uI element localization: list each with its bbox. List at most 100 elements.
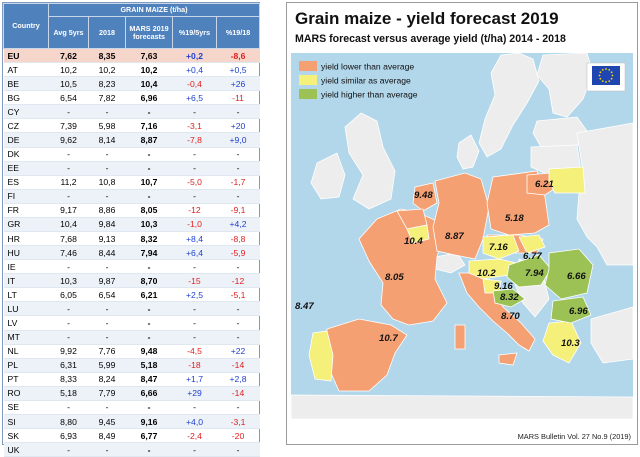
eu-star-icon <box>608 68 611 71</box>
mars-2019-cell: - <box>125 400 173 416</box>
country-cell: NL <box>3 344 49 359</box>
yield-value-label: 5.18 <box>505 213 524 224</box>
table-row: LT 6,05 6,54 6,21 +2,5 -5,1 <box>3 287 260 303</box>
table-row: LV - - - - - <box>3 315 260 331</box>
pct-19-18-cell: +0,5 <box>216 62 260 78</box>
yield-table-panel: Country GRAIN MAIZE (t/ha) Avg 5yrs 2018… <box>2 2 261 457</box>
avg-5yrs-cell: 9,62 <box>48 132 89 148</box>
similar-yield-regions <box>308 166 586 382</box>
pct-19-5yrs-cell: +2,5 <box>172 287 217 303</box>
mars-2019-cell: - <box>125 315 173 331</box>
pct-19-18-cell: -5,1 <box>216 287 260 303</box>
pct-19-18-cell: -1,7 <box>216 175 260 190</box>
country-cell: HU <box>3 245 49 261</box>
mars-2019-cell: 6,21 <box>125 287 173 303</box>
avg-5yrs-cell: - <box>48 259 89 275</box>
table-row: EU 7,62 8,35 7,63 +0,2 -8,6 <box>3 48 260 64</box>
country-cell: SI <box>3 414 49 430</box>
avg-5yrs-cell: 9,92 <box>48 344 89 359</box>
pct-19-18-cell: - <box>216 161 260 176</box>
country-cell: FI <box>3 189 49 204</box>
eu-star-icon <box>610 77 613 80</box>
legend-swatch <box>299 61 317 71</box>
region-bulgaria <box>550 296 592 324</box>
yield-2018-cell: 7,82 <box>88 90 126 106</box>
yield-2018-cell: 9,84 <box>88 217 126 233</box>
region-hungary <box>506 254 552 288</box>
yield-2018-cell: 8,44 <box>88 245 126 261</box>
table-row: DK - - - - - <box>3 147 260 162</box>
map-footer: MARS Bulletin Vol. 27 No.9 (2019) <box>517 432 631 441</box>
table-row: HR 7,68 9,13 8,32 +8,4 -8,8 <box>3 231 260 247</box>
non-eu-land <box>290 52 634 420</box>
europe-map: yield lower than average yield similar as… <box>290 52 634 420</box>
yield-value-label: 8.70 <box>501 311 520 322</box>
yield-2018-cell: 8,49 <box>88 428 126 444</box>
table-row: ES 11,2 10,8 10,7 -5,0 -1,7 <box>3 175 260 190</box>
pct-19-5yrs-cell: -18 <box>172 358 217 373</box>
avg-5yrs-cell: 5,18 <box>48 386 89 401</box>
mars-2019-cell: - <box>125 189 173 204</box>
col-header-country: Country <box>3 3 49 49</box>
eu-star-icon <box>601 68 604 71</box>
avg-5yrs-cell: 8,33 <box>48 372 89 387</box>
country-cell: DK <box>3 147 49 162</box>
pct-19-18-cell: +20 <box>216 118 260 134</box>
pct-19-5yrs-cell: -15 <box>172 273 217 289</box>
yield-2018-cell: 8,35 <box>88 48 126 64</box>
table-row: AT 10,2 10,2 10,2 +0,4 +0,5 <box>3 62 260 78</box>
pct-19-5yrs-cell: - <box>172 104 217 120</box>
pct-19-5yrs-cell: -5,0 <box>172 175 217 190</box>
yield-2018-cell: - <box>88 330 126 345</box>
pct-19-5yrs-cell: - <box>172 315 217 331</box>
table-row: SE - - - - - <box>3 400 260 416</box>
table-row: SI 8,80 9,45 9,16 +4,0 -3,1 <box>3 414 260 430</box>
yield-2018-cell: - <box>88 301 126 317</box>
yield-2018-cell: 9,13 <box>88 231 126 247</box>
mars-2019-cell: 8,70 <box>125 273 173 289</box>
region-belgium-yellow <box>406 224 430 244</box>
country-cell: SK <box>3 428 49 444</box>
eu-star-icon <box>610 71 613 74</box>
eu-star-icon <box>598 74 601 77</box>
yield-2018-cell: 8,14 <box>88 132 126 148</box>
pct-19-18-cell: -3,1 <box>216 414 260 430</box>
country-cell: PT <box>3 372 49 387</box>
yield-2018-cell: - <box>88 442 126 457</box>
mars-2019-cell: 8,32 <box>125 231 173 247</box>
legend-label: yield higher than average <box>321 90 418 100</box>
country-cell: GR <box>3 217 49 233</box>
col-header-pct-19-18: %19/18 <box>215 16 261 49</box>
yield-value-label: 8.05 <box>385 272 404 283</box>
pct-19-5yrs-cell: -7,8 <box>172 132 217 148</box>
eu-flag-logo <box>586 62 626 92</box>
mars-2019-cell: 8,05 <box>125 203 173 218</box>
pct-19-5yrs-cell: +6,4 <box>172 245 217 261</box>
legend-background <box>295 57 451 107</box>
avg-5yrs-cell: - <box>48 400 89 416</box>
mars-2019-cell: 10,4 <box>125 76 173 92</box>
table-row: IE - - - - - <box>3 259 260 275</box>
pct-19-5yrs-cell: - <box>172 442 217 457</box>
country-cell: IT <box>3 273 49 289</box>
region-lithuania-yellow <box>548 166 586 194</box>
table-row: EE - - - - - <box>3 161 260 176</box>
yield-value-label: 8.87 <box>445 231 464 242</box>
avg-5yrs-cell: 9,17 <box>48 203 89 218</box>
mars-2019-cell: 7,63 <box>125 48 173 64</box>
pct-19-18-cell: - <box>216 147 260 162</box>
pct-19-18-cell: - <box>216 315 260 331</box>
yield-2018-cell: 8,23 <box>88 76 126 92</box>
table-row: HU 7,46 8,44 7,94 +6,4 -5,9 <box>3 245 260 261</box>
mars-2019-cell: 6,96 <box>125 90 173 106</box>
country-cell: MT <box>3 330 49 345</box>
pct-19-18-cell: -12 <box>216 273 260 289</box>
mars-2019-cell: 8,47 <box>125 372 173 387</box>
country-cell: LU <box>3 301 49 317</box>
yield-2018-cell: 10,2 <box>88 62 126 78</box>
legend-swatch <box>299 89 317 99</box>
country-cell: HR <box>3 231 49 247</box>
yield-2018-cell: - <box>88 259 126 275</box>
map-subtitle: MARS forecast versus average yield (t/ha… <box>295 33 566 45</box>
pct-19-18-cell: -14 <box>216 386 260 401</box>
